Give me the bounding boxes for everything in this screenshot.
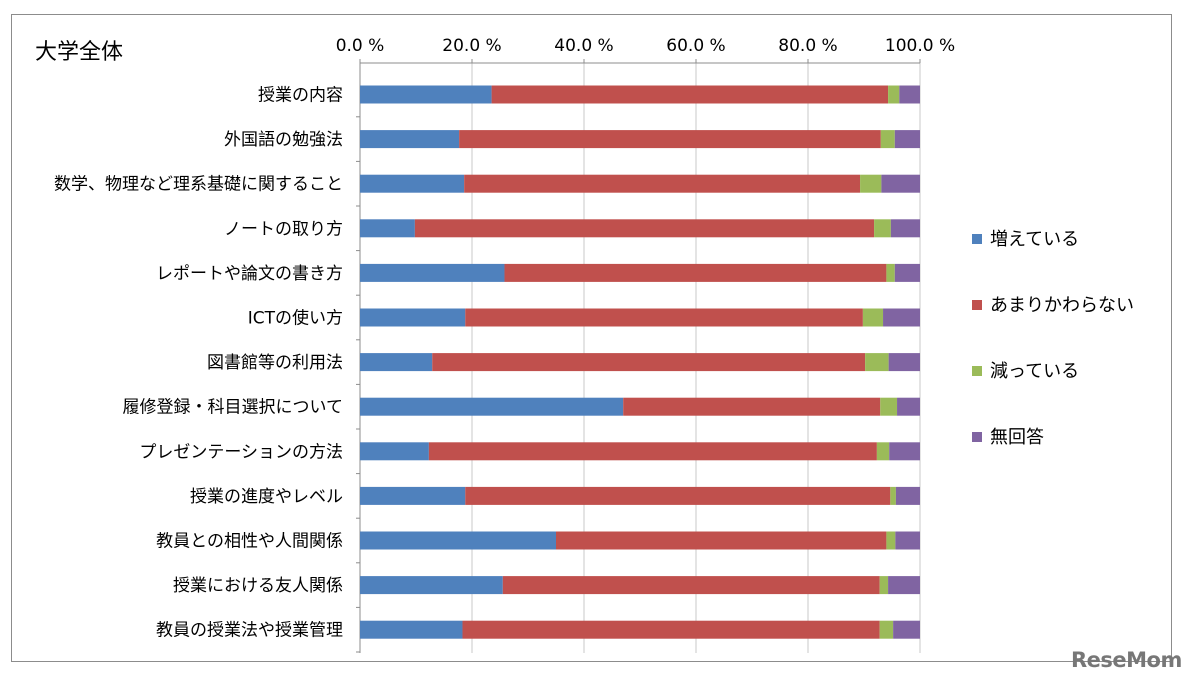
bar-segment xyxy=(502,576,880,595)
category-label: 図書館等の利用法 xyxy=(207,353,343,373)
bar-segment xyxy=(360,130,460,149)
category-label: プレゼンテーションの方法 xyxy=(139,442,343,462)
legend-label: 無回答 xyxy=(990,427,1044,448)
category-label: 授業の内容 xyxy=(258,86,343,106)
bar-segment xyxy=(623,397,881,416)
category-label: 数学、物理など理系基礎に関すること xyxy=(54,175,343,195)
bar-segment xyxy=(893,620,920,639)
bar-segment xyxy=(360,174,465,193)
bar-segment xyxy=(360,486,466,505)
category-label: ノートの取り方 xyxy=(224,219,343,239)
x-tick-label: 80.0 % xyxy=(778,36,837,56)
chart-frame: 大学全体 0.0 % 20.0 % 40.0 % 60.0 % 80.0 % 100.0 … xyxy=(11,14,1172,662)
legend-label: あまりかわらない xyxy=(990,295,1134,316)
bar-segment xyxy=(360,397,624,416)
bar-segment xyxy=(879,576,889,595)
category-label: 教員との相性や人間関係 xyxy=(156,532,343,552)
bar-segment xyxy=(894,263,920,282)
bar-segment xyxy=(876,442,890,461)
bar-segment xyxy=(865,353,889,372)
bar-segment xyxy=(888,576,920,595)
bar-segment xyxy=(881,174,920,193)
bar-segment xyxy=(886,263,895,282)
bar-segment xyxy=(880,397,898,416)
category-label: 教員の授業法や授業管理 xyxy=(156,621,343,641)
category-labels: 授業の内容外国語の勉強法数学、物理など理系基礎に関することノートの取り方レポート… xyxy=(54,86,343,641)
bar-segment xyxy=(360,620,463,639)
bar-segment xyxy=(491,85,889,104)
bar-segment xyxy=(874,219,891,238)
x-tick-label: 20.0 % xyxy=(442,36,501,56)
category-label: 授業の進度やレベル xyxy=(190,487,343,507)
bar-segment xyxy=(428,442,877,461)
resemom-watermark: ReseMom xyxy=(1071,648,1182,672)
bar-segment xyxy=(888,353,920,372)
bar-segment xyxy=(880,130,895,149)
bar-segment xyxy=(360,263,505,282)
bar-segment xyxy=(459,130,881,149)
legend-swatch xyxy=(972,234,982,244)
chart-title: 大学全体 xyxy=(35,40,123,65)
bar-segment xyxy=(360,219,415,238)
bar-segment xyxy=(890,219,920,238)
bar-segment xyxy=(890,486,896,505)
legend-swatch xyxy=(972,366,982,376)
bar-segment xyxy=(894,130,920,149)
bar-segment xyxy=(860,174,882,193)
bar-segment xyxy=(895,531,920,550)
bar-segment xyxy=(464,174,861,193)
category-label: ICTの使い方 xyxy=(248,308,343,329)
legend-label: 減っている xyxy=(990,361,1079,382)
bar-segment xyxy=(462,620,880,639)
x-tick-label: 100.0 % xyxy=(885,36,955,56)
bar-segment xyxy=(360,442,429,461)
legend-swatch xyxy=(972,432,982,442)
bar-segment xyxy=(888,85,900,104)
bar-segment xyxy=(889,442,920,461)
bar-segment xyxy=(360,576,503,595)
bar-segment xyxy=(862,308,884,327)
legend-label: 増えている xyxy=(990,229,1079,250)
bar-segment xyxy=(556,531,887,550)
bar-segment xyxy=(897,397,920,416)
bar-segment xyxy=(360,531,556,550)
x-axis-ticks: 0.0 % 20.0 % 40.0 % 60.0 % 80.0 % 100.0 % xyxy=(336,36,955,56)
stacked-bar-chart: 大学全体 0.0 % 20.0 % 40.0 % 60.0 % 80.0 % 100.0 … xyxy=(35,36,1134,653)
bar-segment xyxy=(360,85,492,104)
legend-swatch xyxy=(972,300,982,310)
bar-segment xyxy=(895,486,920,505)
bar-segment xyxy=(899,85,920,104)
bar-segment xyxy=(432,353,866,372)
bar-segment xyxy=(504,263,887,282)
bar-segment xyxy=(879,620,894,639)
bar-segment xyxy=(414,219,875,238)
category-label: レポートや論文の書き方 xyxy=(156,264,343,284)
x-tick-label: 0.0 % xyxy=(336,36,385,56)
category-label: 履修登録・科目選択について xyxy=(123,398,344,418)
bar-segment xyxy=(883,308,920,327)
x-tick-label: 60.0 % xyxy=(666,36,725,56)
category-label: 外国語の勉強法 xyxy=(224,130,343,150)
bar-segment xyxy=(465,486,891,505)
bar-segment xyxy=(360,308,466,327)
x-tick-label: 40.0 % xyxy=(554,36,613,56)
bar-segment xyxy=(465,308,863,327)
bar-layer xyxy=(360,85,920,639)
category-label: 授業における友人関係 xyxy=(173,576,343,596)
bar-segment xyxy=(360,353,433,372)
bar-segment xyxy=(886,531,896,550)
